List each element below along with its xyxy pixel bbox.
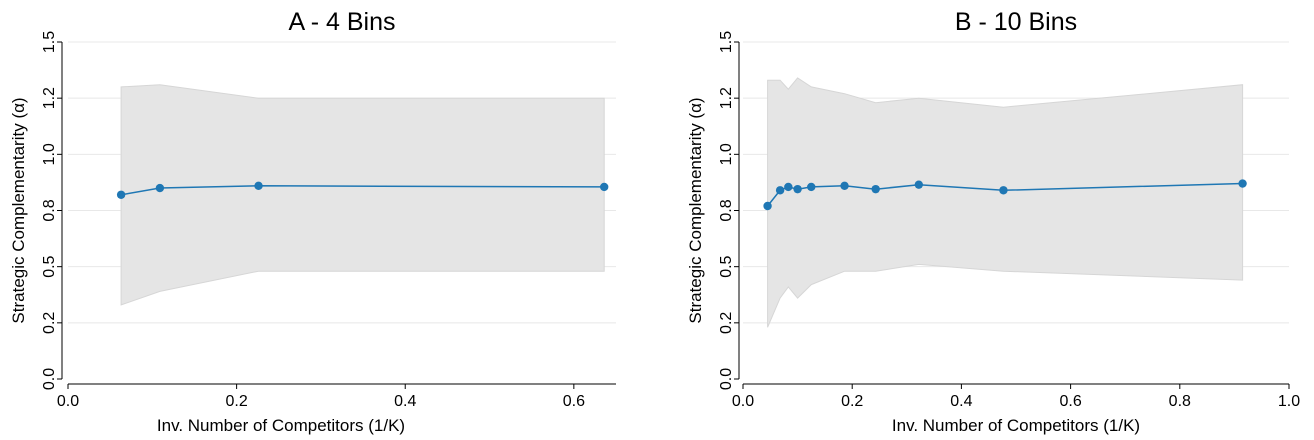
x-tick-label: 1.0 — [1278, 393, 1300, 410]
chart-panel-1: 0.0 0.2 0.4 0.6 0.0 0.2 0.5 0.8 1.0 1.2 1.5 A - 4 B… — [9, 8, 616, 435]
y-tick-label: 1.5 — [41, 31, 58, 53]
y-tick-label: 0.0 — [41, 368, 58, 390]
y-tick-label: 0.8 — [41, 199, 58, 221]
data-point — [807, 182, 816, 192]
x-tick-label: 0.0 — [57, 393, 79, 410]
data-point — [116, 190, 126, 199]
x-tick-label: 0.4 — [950, 393, 972, 410]
y-tick-label: 0.5 — [718, 255, 735, 277]
data-point — [155, 183, 165, 193]
y-tick-label: 1.0 — [718, 143, 735, 165]
series-line — [767, 182, 1243, 207]
x-tick-label: 0.0 — [732, 393, 754, 410]
y-tick-label: 1.0 — [41, 143, 58, 165]
data-point — [914, 180, 924, 189]
data-point — [999, 186, 1008, 195]
x-axis-label: Inv. Number of Competitors (1/K) — [157, 416, 405, 435]
data-point — [840, 181, 849, 190]
data-point — [254, 181, 263, 190]
y-tick-label: 1.2 — [41, 87, 58, 109]
x-tick-label: 0.8 — [1169, 393, 1191, 410]
y-tick-label: 0.2 — [41, 312, 58, 334]
y-axis-label: Strategic Complementarity (α) — [9, 97, 28, 323]
data-point — [784, 182, 793, 192]
y-tick-label: 0.2 — [718, 312, 735, 334]
chart-title: B - 10 Bins — [955, 8, 1077, 36]
x-axis-label: Inv. Number of Competitors (1/K) — [892, 416, 1140, 435]
confidence-band — [767, 77, 1244, 328]
series-line — [120, 185, 605, 196]
y-tick-label: 0.0 — [718, 368, 735, 390]
y-tick-label: 1.2 — [718, 87, 735, 109]
x-tick-label: 0.2 — [841, 393, 863, 410]
y-tick-label: 1.5 — [718, 31, 735, 53]
x-tick-label: 0.6 — [1059, 393, 1081, 410]
x-tick-label: 0.2 — [225, 393, 247, 410]
x-tick-label: 0.6 — [563, 393, 585, 410]
data-point — [871, 184, 880, 194]
confidence-band — [120, 84, 605, 306]
chart-title: A - 4 Bins — [289, 8, 396, 36]
y-tick-label: 0.5 — [41, 255, 58, 277]
chart-panel-2: 0.0 0.2 0.4 0.6 0.8 1.0 0.0 0.2 0.5 0.8 1.0 1.2 1.5 B… — [686, 8, 1300, 435]
x-tick-label: 0.4 — [394, 393, 416, 410]
data-point — [599, 182, 609, 192]
y-tick-label: 0.8 — [718, 199, 735, 221]
y-axis-label: Strategic Complementarity (α) — [686, 97, 705, 323]
data-point — [793, 184, 802, 194]
data-point — [775, 186, 785, 195]
data-point — [763, 201, 772, 211]
data-point — [1238, 179, 1247, 188]
